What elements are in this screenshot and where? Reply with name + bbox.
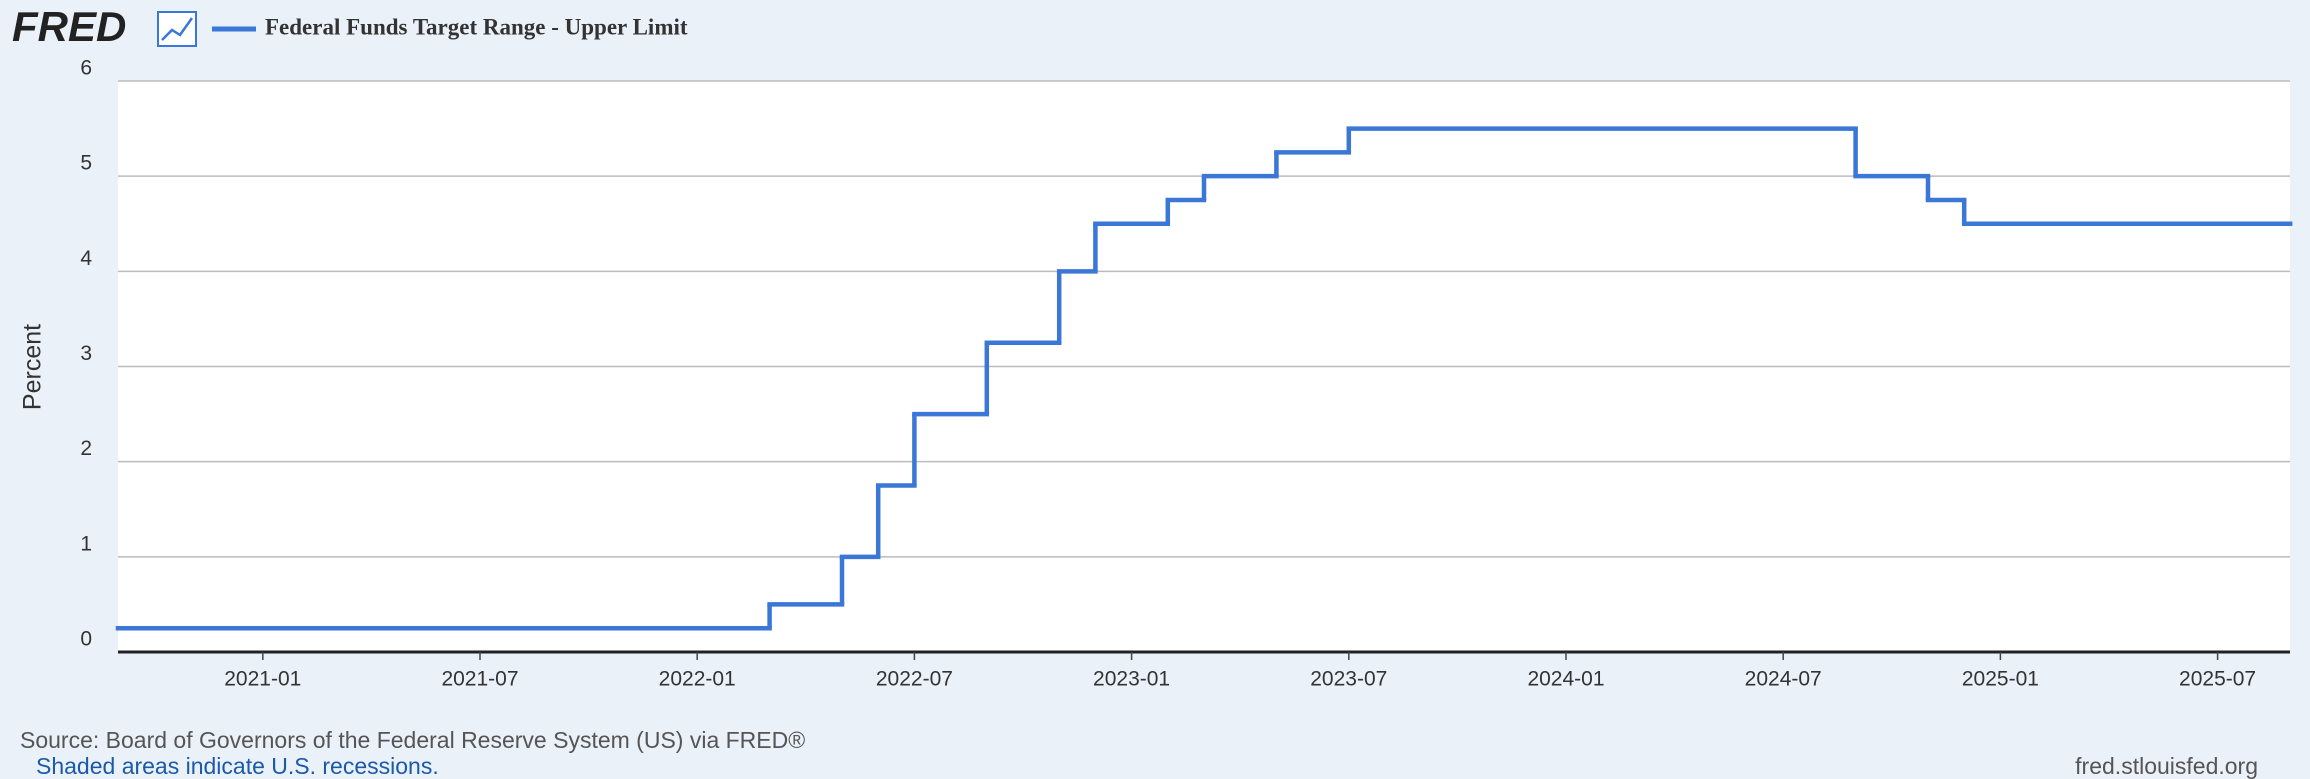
y-axis-label: Percent — [19, 324, 47, 410]
y-tick-label: 1 — [80, 532, 92, 555]
recession-note[interactable]: Shaded areas indicate U.S. recessions. — [36, 753, 439, 779]
graph-icon[interactable] — [157, 11, 197, 47]
source-note: Source: Board of Governors of the Federa… — [20, 727, 805, 753]
x-tick-label: 2024-07 — [1745, 668, 1822, 691]
x-tick-label: 2023-01 — [1093, 668, 1170, 691]
y-tick-label: 6 — [80, 57, 92, 80]
site-link[interactable]: fred.stlouisfed.org — [2075, 753, 2258, 779]
x-tick-label: 2025-01 — [1962, 668, 2039, 691]
x-tick-label: 2023-07 — [1310, 668, 1387, 691]
x-tick-label: 2022-07 — [876, 668, 953, 691]
x-tick-label: 2021-07 — [441, 668, 518, 691]
graph-icon-line — [161, 17, 194, 41]
x-tick-label: 2021-01 — [224, 668, 301, 691]
y-tick-label: 4 — [80, 247, 92, 270]
legend-label[interactable]: Federal Funds Target Range - Upper Limit — [265, 14, 688, 39]
x-tick-label: 2022-01 — [659, 668, 736, 691]
y-tick-label: 5 — [80, 152, 92, 175]
y-tick-label: 0 — [80, 628, 92, 651]
x-tick-label: 2024-01 — [1527, 668, 1604, 691]
x-tick-label: 2025-07 — [2179, 668, 2256, 691]
brand-logo[interactable]: FRED — [12, 3, 126, 50]
y-tick-label: 2 — [80, 437, 92, 460]
y-tick-label: 3 — [80, 342, 92, 365]
